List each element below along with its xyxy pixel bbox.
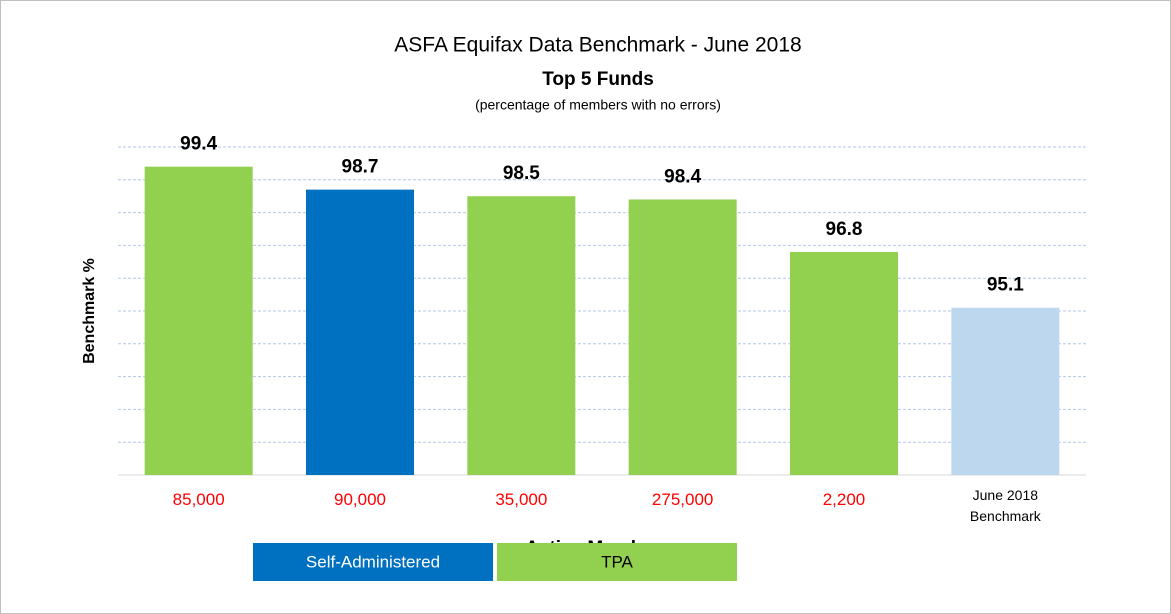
x-tick-label: 275,000 [651, 490, 714, 509]
value-label: 98.5 [503, 163, 540, 184]
bar [628, 199, 737, 476]
x-tick-label: 85,000 [172, 490, 225, 509]
chart-title: ASFA Equifax Data Benchmark - June 2018 [394, 34, 801, 57]
value-label: 95.1 [987, 275, 1024, 296]
x-tick-label: 35,000 [495, 490, 548, 509]
bar [306, 189, 414, 475]
bar [467, 196, 576, 475]
y-axis-label: Benchmark % [81, 258, 98, 364]
legend-swatch [497, 543, 737, 581]
bar [790, 251, 898, 475]
legend-swatch [253, 543, 493, 581]
legend-label: TPA [601, 552, 633, 571]
value-label: 98.4 [664, 166, 701, 187]
bar [951, 307, 1060, 475]
x-tick-label: 90,000 [334, 490, 386, 509]
bar [144, 166, 253, 475]
legend-label: Self-Administered [306, 552, 440, 571]
value-label: 98.7 [342, 157, 379, 178]
chart-note: (percentage of members with no errors) [475, 97, 721, 113]
x-tick-label: 2,200 [822, 490, 866, 509]
x-tick-label: June 2018 Benchmark [969, 487, 1041, 524]
value-label: 96.8 [826, 219, 863, 240]
value-label: 99.4 [180, 134, 217, 155]
chart-subtitle: Top 5 Funds [542, 69, 654, 90]
